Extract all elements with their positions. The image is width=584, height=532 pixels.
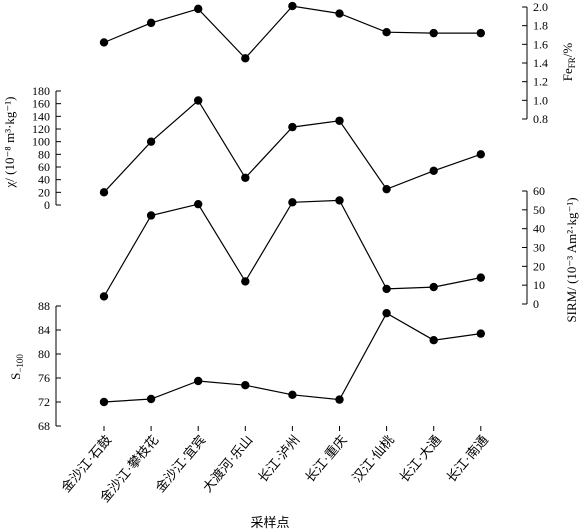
data-point-SIRM	[241, 277, 250, 286]
y-tick-label-chi: 180	[32, 84, 50, 98]
y-tick-label-Fe_FR: 0.8	[533, 112, 548, 126]
y-tick-label-Fe_FR: 1.4	[533, 56, 548, 70]
data-point-Fe_FR	[194, 4, 203, 14]
y-tick-label-chi: 80	[38, 147, 50, 161]
data-point-Fe_FR	[241, 54, 250, 63]
y-tick-label-S_-100: 80	[38, 347, 50, 361]
category-label: 汉江·仙桃	[349, 432, 397, 485]
series-line-SIRM	[103, 199, 481, 297]
data-point-SIRM	[335, 196, 344, 205]
data-point-chi	[146, 137, 156, 146]
data-point-SIRM	[288, 198, 297, 207]
data-point-Fe_FR	[429, 28, 438, 38]
s100-axis-title: S−100	[8, 354, 25, 380]
y-tick-label-SIRM: 60	[533, 184, 545, 198]
y-tick-label-chi: 40	[38, 173, 50, 187]
y-tick-label-Fe_FR: 1.2	[533, 75, 548, 89]
data-point-chi	[288, 122, 297, 132]
data-point-chi	[99, 188, 109, 197]
data-point-SIRM	[476, 273, 485, 282]
y-tick-label-chi: 120	[32, 122, 50, 136]
y-tick-label-SIRM: 10	[533, 278, 545, 292]
data-point-chi	[382, 184, 391, 194]
y-tick-label-S_-100: 76	[38, 371, 50, 385]
s100-axis-title-sub: −100	[15, 354, 25, 373]
sirm-axis-title: SIRM/ (10⁻³ Am²·kg⁻¹)	[564, 197, 579, 322]
data-point-S_-100	[288, 390, 297, 399]
fe-axis-title-main: Fe	[560, 68, 575, 81]
s100-axis-title-main: S	[8, 373, 23, 380]
data-point-SIRM	[194, 199, 203, 209]
data-point-S_-100	[476, 329, 485, 338]
data-point-Fe_FR	[335, 9, 344, 18]
data-point-SIRM	[99, 292, 109, 301]
fe-axis-title-unit: /%	[560, 43, 575, 58]
y-tick-label-Fe_FR: 2.0	[533, 0, 548, 14]
y-tick-label-chi: 60	[38, 160, 50, 174]
axes-layer: 0.81.01.21.41.61.82.00204060801001201401…	[32, 0, 548, 433]
category-label: 长江·泸州	[255, 432, 303, 485]
series-line-Fe_FR	[103, 5, 481, 60]
y-tick-label-SIRM: 20	[533, 259, 545, 273]
y-tick-label-S_-100: 88	[38, 299, 50, 313]
data-point-chi	[241, 173, 250, 182]
fe-axis-title-sub: FR	[567, 57, 577, 68]
y-tick-label-S_-100: 84	[38, 323, 50, 337]
series-line-S_-100	[103, 312, 481, 403]
y-tick-label-chi: 100	[32, 135, 50, 149]
data-point-SIRM	[429, 282, 438, 292]
y-tick-label-chi: 160	[32, 97, 50, 111]
data-point-Fe_FR	[99, 38, 109, 47]
y-tick-label-SIRM: 0	[533, 297, 539, 311]
chi-axis-title: χ/ (10⁻⁸ m³·kg⁻¹)	[2, 96, 17, 188]
y-tick-label-SIRM: 30	[533, 241, 545, 255]
data-points-layer	[99, 1, 485, 407]
data-point-S_-100	[382, 309, 391, 318]
x-axis-title: 采样点	[250, 515, 289, 530]
category-label: 长江·南通	[443, 432, 491, 485]
data-point-Fe_FR	[146, 18, 156, 28]
category-label: 长江·大通	[396, 432, 444, 485]
y-tick-label-Fe_FR: 1.0	[533, 93, 548, 107]
y-tick-label-Fe_FR: 1.8	[533, 19, 548, 33]
y-tick-label-Fe_FR: 1.6	[533, 37, 548, 51]
y-tick-label-chi: 20	[38, 185, 50, 199]
category-label: 长江·重庆	[302, 432, 350, 485]
data-point-S_-100	[194, 376, 203, 386]
series-line-chi	[103, 99, 481, 193]
data-point-S_-100	[241, 381, 250, 390]
y-tick-label-chi: 0	[44, 198, 50, 212]
y-tick-label-SIRM: 50	[533, 203, 545, 217]
data-point-chi	[194, 96, 203, 105]
y-tick-label-chi: 140	[32, 109, 50, 123]
data-point-Fe_FR	[382, 28, 391, 37]
data-point-SIRM	[146, 211, 156, 220]
y-tick-label-S_-100: 72	[38, 395, 50, 409]
data-point-S_-100	[146, 394, 156, 404]
data-point-S_-100	[99, 397, 109, 407]
data-point-Fe_FR	[288, 1, 297, 11]
data-point-chi	[429, 166, 438, 175]
data-point-chi	[335, 116, 344, 125]
data-point-chi	[476, 150, 485, 159]
data-point-S_-100	[429, 336, 438, 345]
data-point-SIRM	[382, 284, 391, 294]
fe-axis-title: FeFR/%	[560, 43, 577, 82]
data-point-S_-100	[335, 395, 344, 404]
data-point-Fe_FR	[476, 28, 485, 38]
y-tick-label-S_-100: 68	[38, 419, 50, 433]
y-tick-label-SIRM: 40	[533, 222, 545, 236]
